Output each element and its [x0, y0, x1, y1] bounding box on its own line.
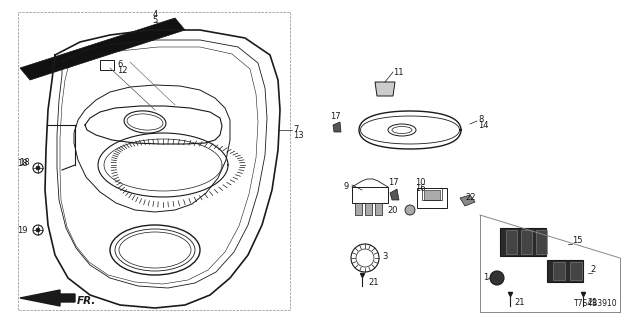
Text: 7: 7	[293, 125, 298, 134]
Text: 6: 6	[117, 60, 122, 69]
Text: 9: 9	[344, 182, 349, 191]
Bar	[500, 228, 546, 256]
Text: 1: 1	[483, 274, 488, 283]
Text: 13: 13	[293, 131, 303, 140]
Text: 14: 14	[478, 121, 488, 130]
Bar	[100, 60, 114, 70]
Bar	[506, 230, 517, 254]
Circle shape	[36, 166, 40, 170]
Polygon shape	[20, 290, 75, 306]
Bar	[553, 262, 565, 280]
Polygon shape	[333, 122, 341, 132]
Bar	[536, 230, 547, 254]
Text: 15: 15	[572, 236, 582, 245]
Circle shape	[490, 271, 504, 285]
Bar	[352, 187, 388, 203]
Text: 19: 19	[17, 226, 28, 235]
Text: 10: 10	[415, 178, 425, 187]
Bar	[424, 190, 440, 200]
Text: 18: 18	[17, 159, 28, 168]
Text: 18: 18	[19, 158, 29, 167]
Text: 4: 4	[152, 10, 157, 19]
Text: 8: 8	[478, 115, 483, 124]
Text: 17: 17	[330, 112, 340, 121]
Polygon shape	[375, 82, 395, 96]
Polygon shape	[390, 189, 399, 200]
Text: 2: 2	[590, 265, 595, 274]
Bar	[570, 262, 582, 280]
Circle shape	[405, 205, 415, 215]
Bar	[365, 203, 372, 215]
Text: 21: 21	[514, 298, 525, 307]
Text: 11: 11	[393, 68, 403, 77]
Text: 20: 20	[387, 205, 398, 214]
Bar	[375, 203, 382, 215]
Bar	[355, 203, 362, 215]
Bar	[547, 260, 583, 282]
Polygon shape	[20, 18, 185, 80]
Text: 21: 21	[587, 298, 598, 307]
Text: 16: 16	[415, 184, 426, 193]
Bar	[417, 188, 447, 208]
Bar	[521, 230, 532, 254]
Text: T7S4B3910: T7S4B3910	[574, 299, 618, 308]
Text: 5: 5	[152, 16, 157, 25]
Text: 21: 21	[368, 278, 378, 287]
Text: FR.: FR.	[77, 296, 97, 306]
Text: 22: 22	[465, 193, 476, 202]
Text: 17: 17	[388, 178, 398, 187]
Text: 12: 12	[117, 66, 127, 75]
Polygon shape	[460, 195, 475, 206]
Circle shape	[36, 228, 40, 232]
Text: 3: 3	[382, 252, 387, 261]
